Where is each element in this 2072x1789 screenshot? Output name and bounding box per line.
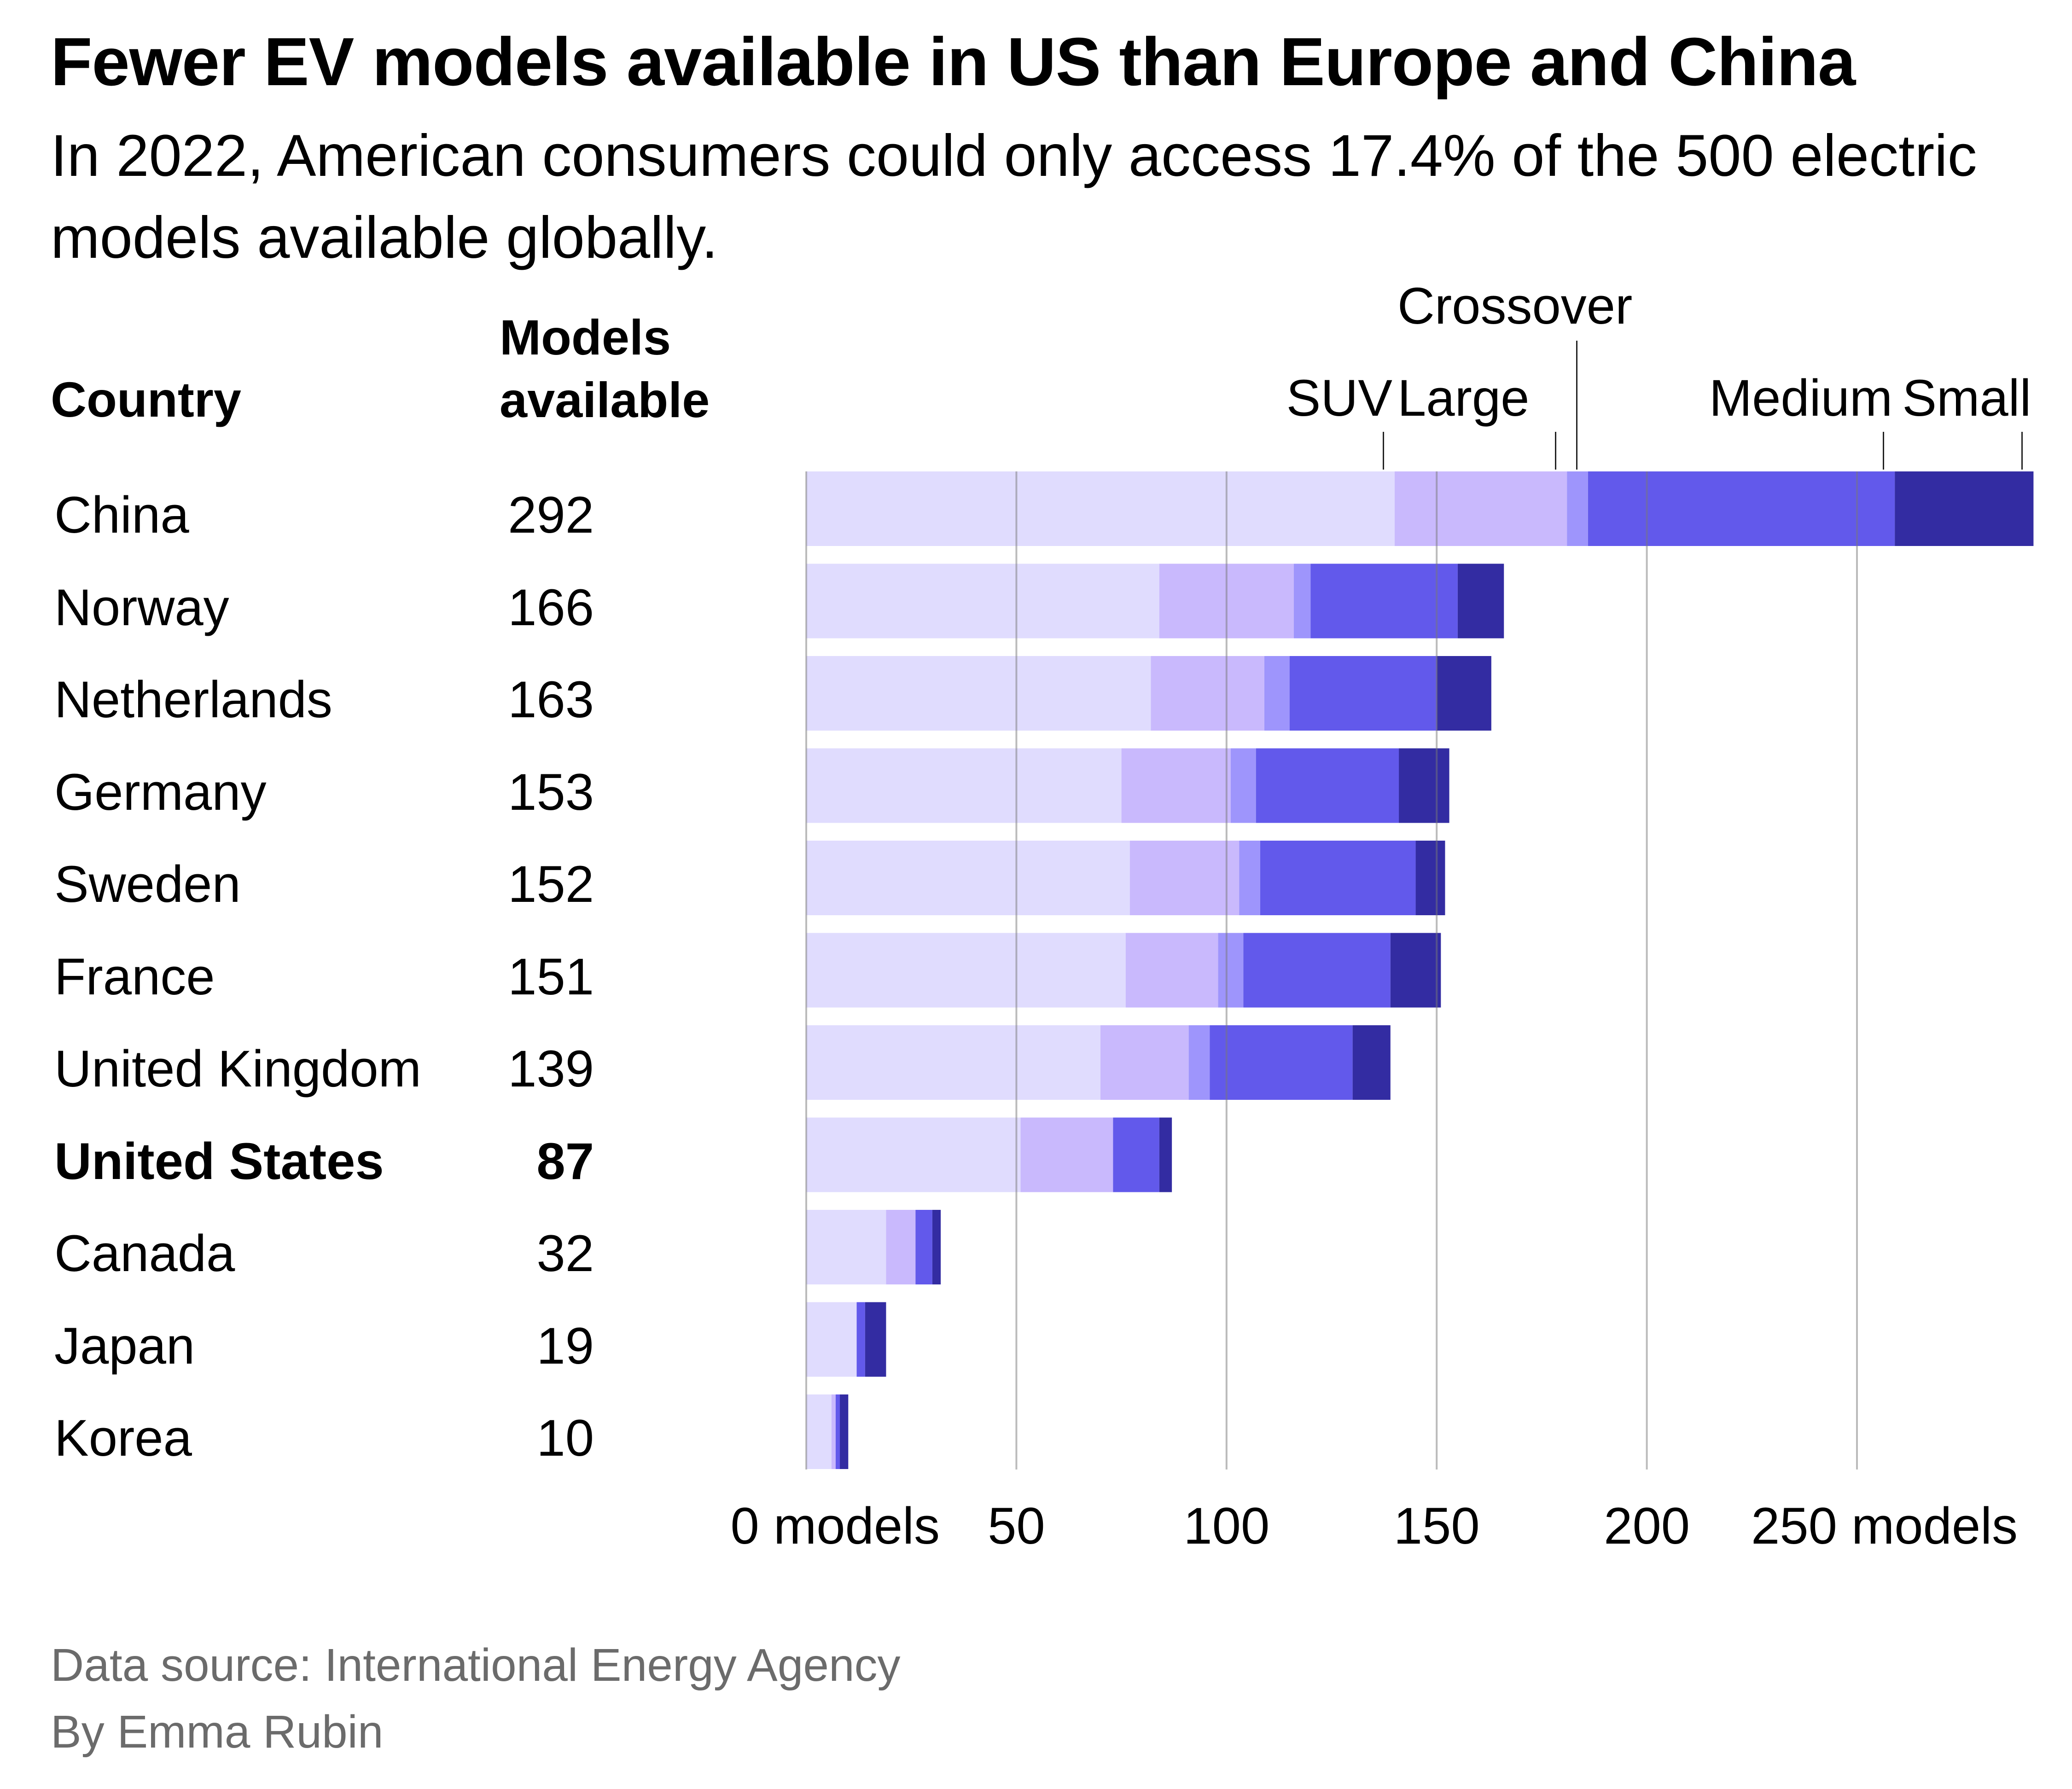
bar-norway-crossover	[1293, 563, 1311, 639]
legend-label-small: Small	[1902, 369, 2031, 427]
models-value-united-kingdom: 139	[508, 1040, 594, 1098]
models-value-united-states: 87	[536, 1132, 594, 1190]
country-label-france: France	[54, 947, 215, 1005]
bar-france-small	[1390, 933, 1441, 1008]
x-tick-label-100: 100	[1183, 1497, 1270, 1555]
legend-tick-small	[2021, 432, 2023, 470]
x-tick-label-150: 150	[1393, 1497, 1480, 1555]
bar-canada-suv	[806, 1210, 886, 1284]
legend-label-crossover: Crossover	[1397, 277, 1633, 335]
bar-united-kingdom-small	[1352, 1025, 1391, 1100]
bar-japan-suv	[806, 1302, 857, 1377]
models-column-header: Models available	[500, 306, 710, 431]
country-column-header: Country	[51, 372, 241, 427]
legend-tick-large	[1555, 432, 1557, 470]
country-label-korea: Korea	[54, 1409, 192, 1467]
x-tick-label-250: 250 models	[1751, 1497, 2018, 1555]
bar-china-crossover	[1567, 471, 1588, 546]
chart-title: Fewer EV models available in US than Eur…	[51, 24, 1856, 100]
legend-tick-medium	[1883, 432, 1885, 470]
bar-canada-large	[886, 1210, 916, 1284]
bar-korea-large	[831, 1394, 836, 1469]
bar-united-states-suv	[806, 1117, 1021, 1192]
models-value-france: 151	[508, 947, 594, 1005]
bar-united-states-large	[1020, 1117, 1113, 1192]
country-label-sweden: Sweden	[54, 855, 241, 913]
bar-china-large	[1394, 471, 1567, 546]
bar-france-large	[1125, 933, 1218, 1008]
bar-netherlands-crossover	[1264, 656, 1290, 731]
models-value-sweden: 152	[508, 855, 594, 913]
bar-germany-medium	[1256, 748, 1399, 823]
country-label-germany: Germany	[54, 763, 267, 821]
legend-label-medium: Medium	[1709, 369, 1893, 427]
bar-netherlands-medium	[1289, 656, 1437, 731]
bar-united-states-medium	[1113, 1117, 1159, 1192]
models-value-japan: 19	[536, 1317, 594, 1375]
bar-germany-crossover	[1230, 748, 1256, 823]
country-label-canada: Canada	[54, 1225, 235, 1282]
country-label-china: China	[54, 486, 189, 544]
bar-netherlands-large	[1151, 656, 1264, 731]
bar-united-kingdom-medium	[1210, 1025, 1353, 1100]
models-value-china: 292	[508, 486, 594, 544]
bar-china-small	[1895, 471, 2034, 546]
bar-germany-large	[1121, 748, 1231, 823]
bar-france-suv	[806, 933, 1126, 1008]
country-label-united-states: United States	[54, 1132, 384, 1190]
bar-korea-suv	[806, 1394, 832, 1469]
bar-united-kingdom-large	[1100, 1025, 1189, 1100]
bar-germany-small	[1399, 748, 1449, 823]
chart-subtitle: In 2022, American consumers could only a…	[51, 123, 1977, 271]
bar-sweden-large	[1129, 841, 1240, 915]
bar-united-kingdom-crossover	[1188, 1025, 1210, 1100]
x-tick-label-200: 200	[1604, 1497, 1690, 1555]
bar-norway-medium	[1310, 563, 1458, 639]
country-label-united-kingdom: United Kingdom	[54, 1040, 421, 1098]
byline: By Emma Rubin	[51, 1706, 384, 1758]
bar-japan-medium	[856, 1302, 865, 1377]
legend-tick-crossover	[1576, 341, 1577, 470]
bar-norway-suv	[806, 563, 1159, 639]
models-value-germany: 153	[508, 763, 594, 821]
x-tick-label-50: 50	[988, 1497, 1045, 1555]
bar-sweden-suv	[806, 841, 1130, 915]
bar-korea-small	[840, 1394, 849, 1469]
bar-canada-small	[932, 1210, 941, 1284]
bar-norway-small	[1457, 563, 1504, 639]
legend-label-large: Large	[1397, 369, 1530, 427]
country-label-norway: Norway	[54, 578, 229, 636]
data-source: Data source: International Energy Agency	[51, 1639, 901, 1691]
bar-france-medium	[1243, 933, 1391, 1008]
x-tick-label-0: 0 models	[730, 1497, 940, 1555]
bar-china-suv	[806, 471, 1395, 546]
models-header-line2: available	[500, 372, 710, 428]
bar-sweden-small	[1415, 841, 1445, 915]
bar-united-kingdom-suv	[806, 1025, 1100, 1100]
models-header-line1: Models	[500, 309, 671, 365]
models-value-netherlands: 163	[508, 671, 594, 728]
bar-japan-small	[865, 1302, 886, 1377]
models-value-korea: 10	[536, 1409, 594, 1467]
bar-france-crossover	[1218, 933, 1244, 1008]
bar-netherlands-small	[1437, 656, 1491, 731]
bar-canada-medium	[915, 1210, 932, 1284]
bar-korea-medium	[835, 1394, 840, 1469]
bar-netherlands-suv	[806, 656, 1151, 731]
legend-tick-suv	[1382, 432, 1384, 470]
country-label-japan: Japan	[54, 1317, 195, 1375]
bar-sweden-crossover	[1239, 841, 1260, 915]
bar-united-states-small	[1159, 1117, 1172, 1192]
models-value-canada: 32	[536, 1225, 594, 1282]
bar-germany-suv	[806, 748, 1122, 823]
legend-label-suv: SUV	[1286, 369, 1392, 427]
bar-sweden-medium	[1260, 841, 1416, 915]
models-value-norway: 166	[508, 578, 594, 636]
country-label-netherlands: Netherlands	[54, 671, 332, 728]
bar-china-medium	[1588, 471, 1895, 546]
